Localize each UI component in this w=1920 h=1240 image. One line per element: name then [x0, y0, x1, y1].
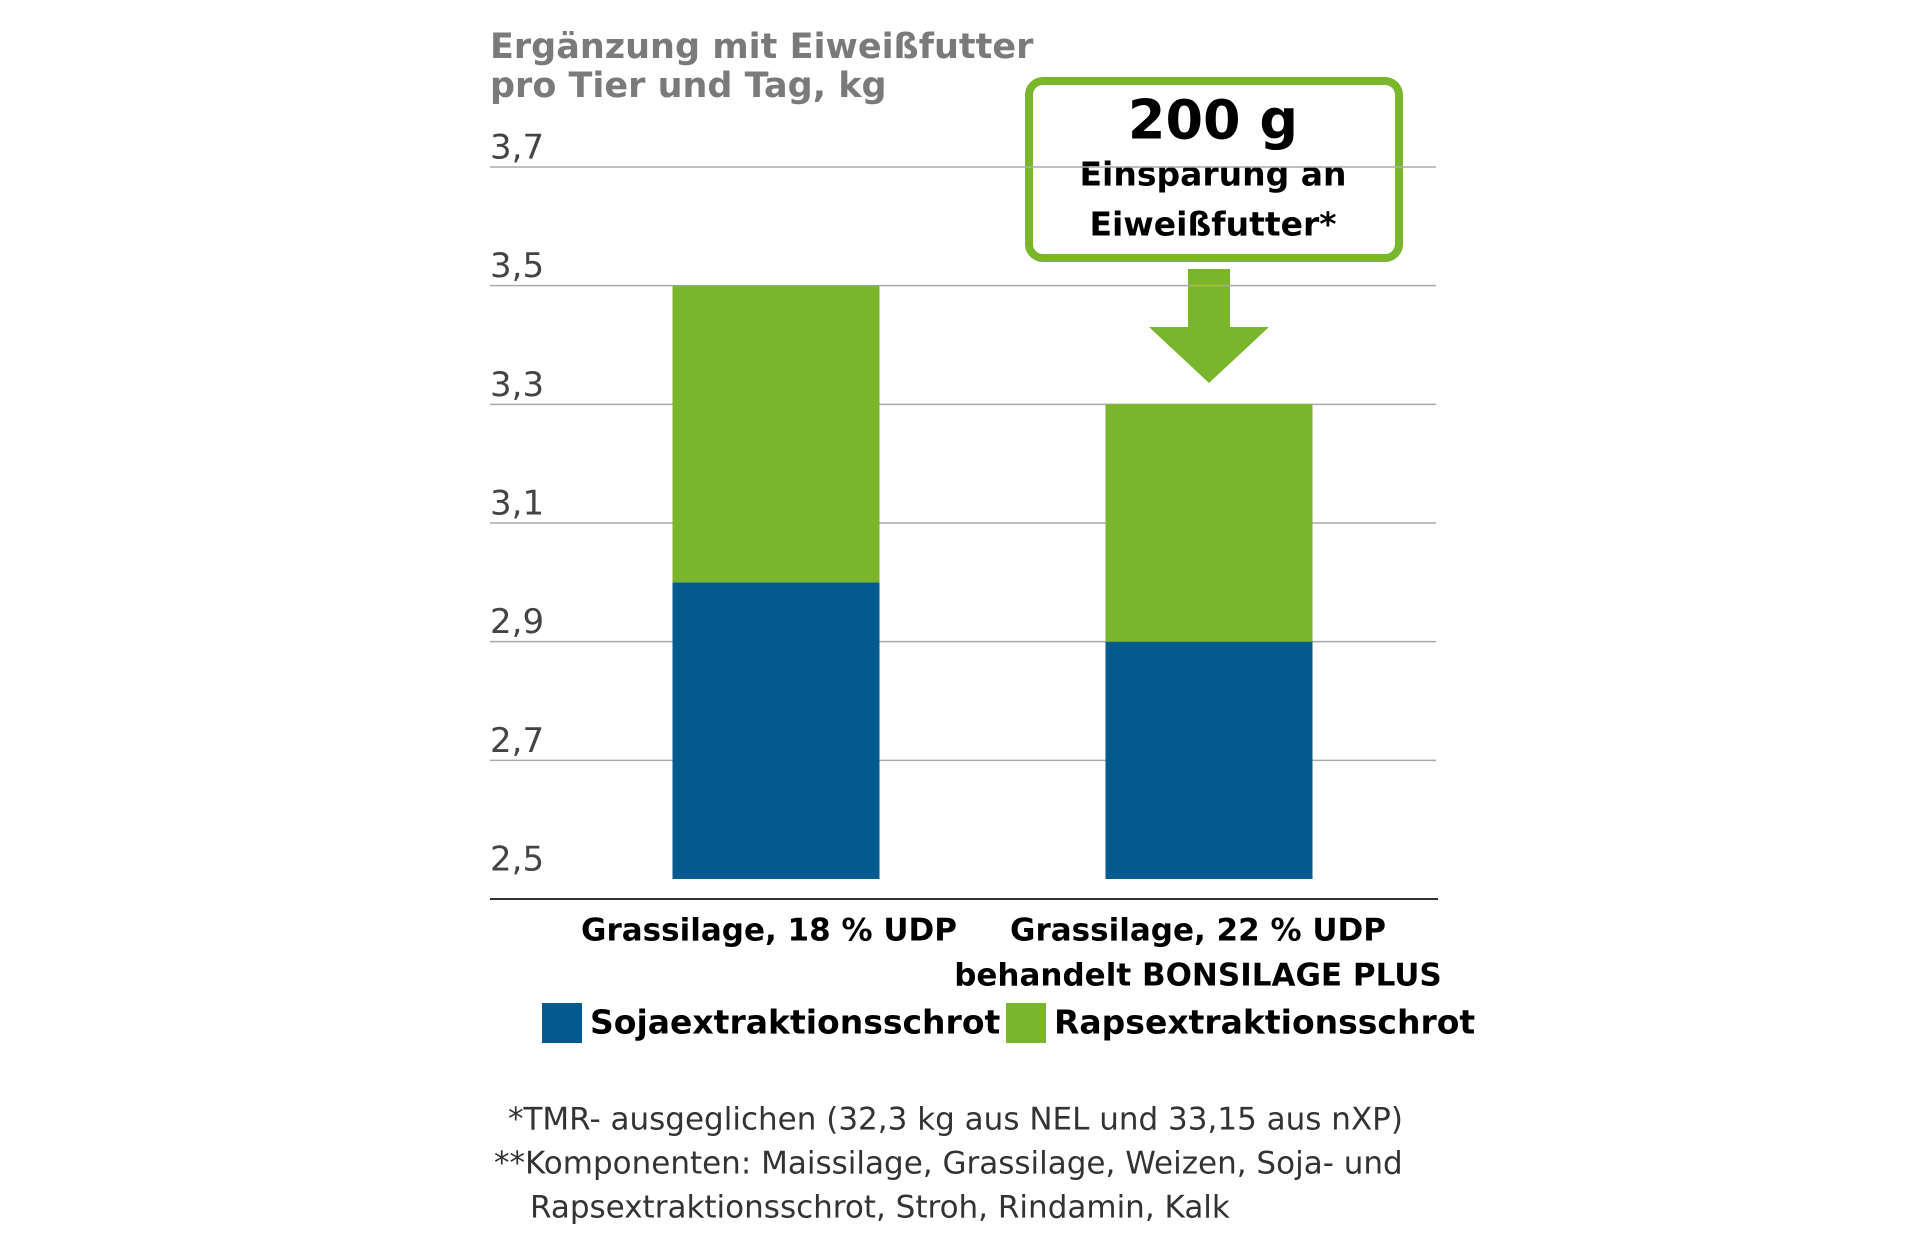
- bar-segment: [1105, 641, 1313, 879]
- bar-segment: [672, 285, 880, 583]
- callout-box: [1025, 77, 1403, 262]
- x-tick-label: Grassilage, 22 % UDP: [1010, 913, 1386, 949]
- axis-title: pro Tier und Tag, kg: [490, 66, 887, 106]
- y-tick-label: 3,3: [490, 365, 544, 405]
- callout-text: Einsparung an: [1079, 155, 1346, 194]
- bar-segment: [1105, 404, 1313, 642]
- y-tick-label: 3,5: [490, 246, 544, 286]
- callout-value: 200 g: [1128, 89, 1298, 152]
- footnote: Rapsextraktionsschrot, Stroh, Rindamin, …: [530, 1190, 1230, 1226]
- y-tick-label: 2,7: [490, 721, 544, 761]
- footnote: *TMR- ausgeglichen (32,3 kg aus NEL und …: [508, 1102, 1403, 1138]
- y-tick-label: 2,9: [490, 602, 544, 642]
- bar-segment: [672, 582, 880, 879]
- axis-title: Ergänzung mit Eiweißfutter: [490, 27, 1034, 67]
- x-tick-label: behandelt BONSILAGE PLUS: [954, 958, 1442, 994]
- y-tick-label: 2,5: [490, 840, 544, 880]
- legend-swatch: [1006, 1003, 1046, 1043]
- footnote: **Komponenten: Maissilage, Grassilage, W…: [494, 1146, 1403, 1182]
- legend-swatch: [542, 1003, 582, 1043]
- x-tick-label: Grassilage, 18 % UDP: [581, 913, 957, 949]
- callout-arrow: [1149, 269, 1269, 383]
- y-tick-label: 3,1: [490, 484, 544, 524]
- legend-label: Rapsextraktionsschrot: [1054, 1003, 1475, 1042]
- callout-text: Eiweißfutter*: [1089, 205, 1336, 244]
- legend-label: Sojaextraktionsschrot: [590, 1003, 1000, 1042]
- y-tick-label: 3,7: [490, 128, 544, 168]
